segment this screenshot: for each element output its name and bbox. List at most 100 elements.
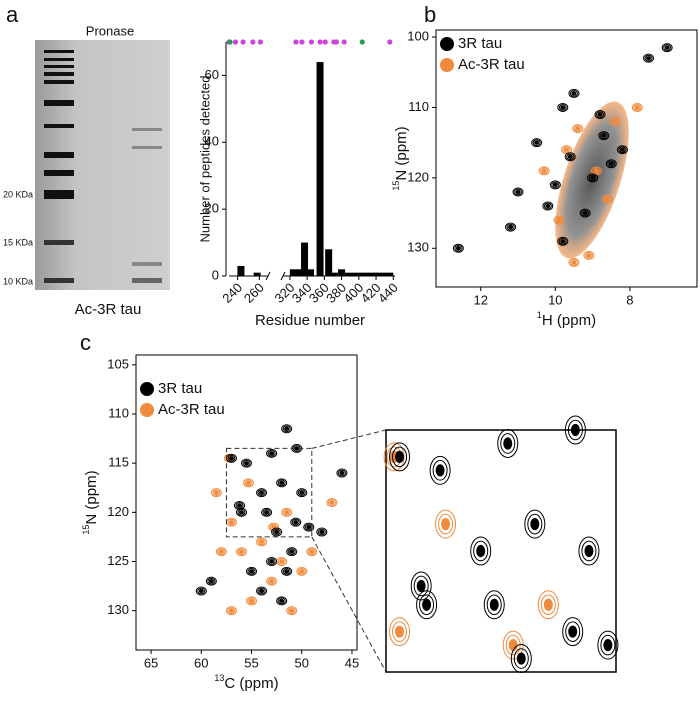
peak-contour	[287, 607, 296, 614]
size-marker: 10 KDa	[3, 276, 33, 286]
peak	[233, 500, 245, 510]
peak-contour	[597, 112, 603, 117]
peak-contour	[228, 608, 234, 613]
peak-contour	[276, 478, 288, 488]
peak-contour	[530, 518, 540, 531]
peak	[579, 208, 591, 218]
peak	[276, 596, 288, 606]
peak-contour	[281, 507, 293, 517]
bar	[365, 272, 373, 276]
zoom-connector	[311, 429, 387, 449]
legend-label: 3R tau	[158, 380, 202, 397]
peak	[643, 53, 655, 63]
size-marker: 15 KDa	[3, 237, 33, 247]
bar	[307, 269, 315, 276]
peak	[583, 250, 595, 260]
sample-lane	[132, 128, 162, 283]
peak	[266, 576, 278, 586]
peak-contour	[289, 608, 295, 613]
bar	[372, 272, 380, 276]
peak	[605, 159, 617, 169]
peak	[316, 527, 328, 537]
legend-swatch	[440, 37, 454, 51]
peak	[512, 187, 524, 197]
y-axis-label-text: N (ppm)	[83, 470, 100, 524]
peak-contour	[540, 594, 556, 616]
peak	[497, 428, 519, 458]
site-marker	[359, 39, 365, 45]
peak-contour	[264, 510, 270, 515]
peak	[246, 596, 258, 606]
site-marker	[240, 39, 246, 45]
x-tick-label: 240	[219, 280, 245, 306]
peak-contour	[297, 489, 306, 496]
legend-swatch	[140, 403, 154, 417]
peak	[562, 617, 584, 647]
peak-contour	[569, 90, 578, 97]
peak-contour	[249, 598, 255, 603]
peak-contour	[309, 549, 315, 554]
site-marker	[322, 39, 328, 45]
site-marker	[232, 39, 239, 45]
peak	[537, 590, 559, 620]
peak-contour	[228, 456, 234, 461]
y-tick-label: 60	[205, 67, 219, 82]
gel: Pronase 20 KDa 15 KDa 10 KDa Ac-3R tau	[3, 23, 170, 318]
peak-contour	[603, 195, 612, 203]
peak-contour	[605, 159, 617, 169]
peak-contour	[438, 513, 454, 535]
peak-contour	[277, 597, 286, 605]
bar	[253, 272, 261, 276]
peak	[568, 88, 580, 98]
peak	[225, 606, 237, 616]
peak	[241, 458, 252, 468]
peak-contour	[567, 419, 583, 441]
bar	[301, 242, 309, 276]
zoom-peaks	[383, 415, 619, 674]
peaks	[195, 424, 348, 616]
peak-contour	[392, 621, 408, 642]
peak-contour	[560, 239, 566, 244]
peak-contour	[596, 111, 605, 118]
peak-contour	[269, 559, 275, 564]
y-tick-label: 100	[407, 28, 429, 43]
peak-contour	[476, 544, 486, 558]
x-axis-label-text: H (ppm)	[542, 312, 596, 329]
peak	[225, 453, 237, 463]
peak	[336, 468, 348, 478]
peak-contour	[503, 437, 513, 450]
peak	[286, 547, 298, 557]
panel-label: c	[80, 330, 91, 355]
y-axis-label: 15N (ppm)	[391, 126, 410, 190]
peak-contour	[249, 569, 255, 574]
peak-contour	[389, 442, 411, 472]
peak-contour	[243, 478, 255, 488]
peak-contour	[435, 464, 445, 477]
site-marker	[387, 39, 393, 45]
site-marker	[299, 39, 305, 45]
peak-contour	[207, 577, 216, 585]
peak-contour	[609, 117, 621, 127]
peak-contour	[279, 598, 285, 603]
peak	[410, 571, 432, 601]
peak-contour	[247, 597, 256, 605]
peak-contour	[634, 105, 640, 110]
y-axis-label-text: N (ppm)	[393, 126, 410, 180]
peak-contour	[562, 617, 584, 647]
peak-contour	[237, 548, 246, 555]
peak-contour	[277, 558, 286, 565]
peak-contour	[441, 518, 451, 531]
peak	[538, 166, 550, 176]
peak	[564, 415, 586, 445]
peak	[215, 547, 227, 557]
peak	[597, 630, 619, 660]
x-tick-label: 50	[295, 655, 309, 670]
peak	[296, 488, 308, 498]
site-marker	[333, 39, 340, 45]
peak-contour	[284, 510, 290, 515]
y-tick-label: 110	[108, 405, 129, 420]
y-tick-label: 20	[205, 201, 219, 216]
y-tick-label: 115	[108, 455, 129, 470]
x-axis-label-sup: 13	[214, 673, 224, 683]
peak-contour	[213, 490, 219, 495]
